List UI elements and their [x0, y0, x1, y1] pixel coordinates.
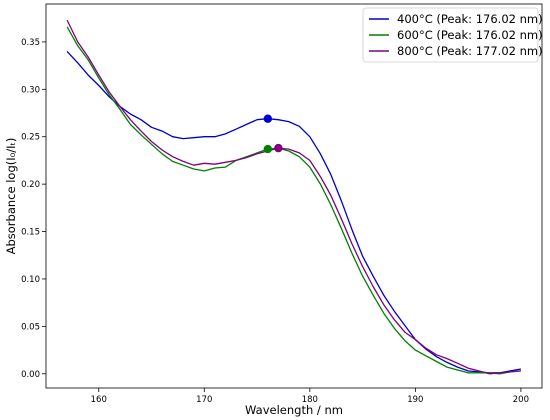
- legend-label-3: 800°C (Peak: 177.02 nm): [397, 44, 543, 58]
- x-axis-label: Wavelength / nm: [245, 403, 343, 417]
- y-tick-label: 0.10: [21, 275, 40, 285]
- axes-frame: [45, 3, 543, 389]
- peak-marker-1: [263, 114, 273, 123]
- plot-area: [66, 19, 522, 375]
- x-tick-label: 160: [91, 395, 107, 405]
- peak-marker-2: [263, 144, 273, 154]
- series-line-1: [66, 50, 522, 374]
- x-tick-label: 180: [302, 395, 318, 405]
- legend: 400°C (Peak: 176.02 nm) 600°C (Peak: 176.…: [362, 7, 543, 63]
- legend-box: [362, 7, 539, 63]
- y-tick-label: 0.20: [21, 180, 40, 190]
- series-line-2: [66, 26, 521, 375]
- y-tick-label: 0.05: [21, 322, 40, 332]
- y-tick-label: 0.15: [21, 228, 40, 238]
- legend-label-1: 400°C (Peak: 176.02 nm): [397, 12, 543, 26]
- x-tick-label: 200: [513, 395, 529, 405]
- y-tick-label: 0.25: [21, 133, 40, 143]
- y-axis: 0.00 0.05 0.10 0.15 0.20 0.25 0.30 0.35: [21, 38, 46, 380]
- x-tick-label: 170: [196, 395, 212, 405]
- y-axis-label: Absorbance log(I₀/Iₜ): [4, 138, 18, 255]
- legend-label-2: 600°C (Peak: 176.02 nm): [397, 28, 543, 42]
- series-line-3: [66, 19, 521, 375]
- x-tick-label: 190: [407, 395, 423, 405]
- y-tick-label: 0.00: [21, 370, 40, 380]
- peak-marker-3: [274, 143, 283, 153]
- y-tick-label: 0.30: [21, 85, 40, 95]
- x-axis: 160 170 180 190 200: [91, 388, 529, 405]
- y-tick-label: 0.35: [21, 38, 40, 48]
